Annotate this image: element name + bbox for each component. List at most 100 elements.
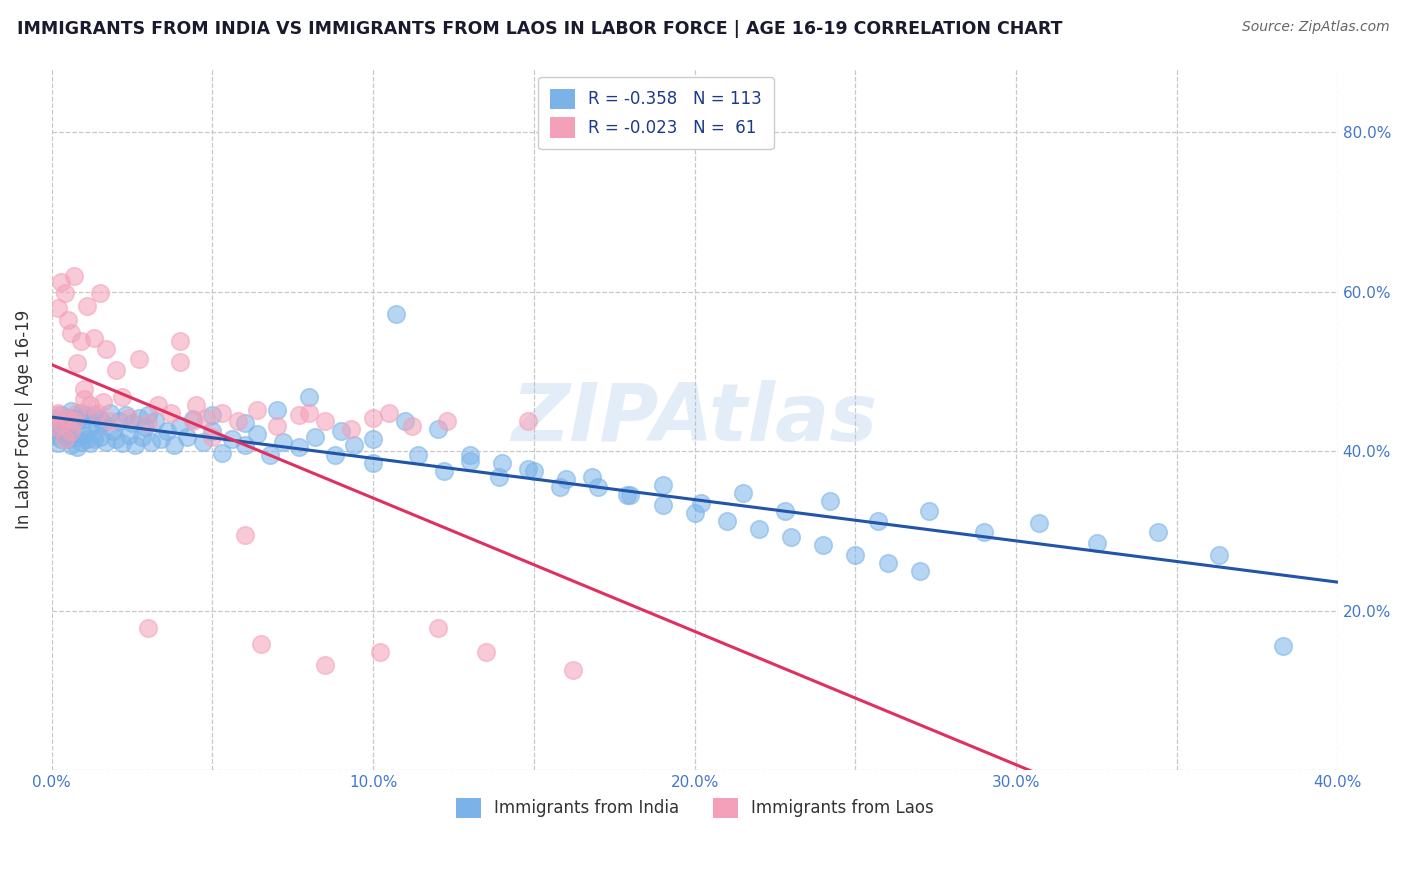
Point xyxy=(1146,525,1168,540)
Point xyxy=(44,416,66,430)
Point xyxy=(731,485,754,500)
Point xyxy=(436,414,458,428)
Text: IMMIGRANTS FROM INDIA VS IMMIGRANTS FROM LAOS IN LABOR FORCE | AGE 16-19 CORRELA: IMMIGRANTS FROM INDIA VS IMMIGRANTS FROM… xyxy=(17,20,1063,37)
Point xyxy=(581,469,603,483)
Point xyxy=(101,424,124,438)
Point xyxy=(136,416,159,430)
Point xyxy=(523,464,546,478)
Point xyxy=(69,406,91,420)
Point xyxy=(46,436,69,450)
Point xyxy=(79,420,101,434)
Point xyxy=(134,420,156,434)
Point xyxy=(121,416,143,430)
Point xyxy=(79,398,101,412)
Point xyxy=(73,412,96,426)
Text: ZIPAtlas: ZIPAtlas xyxy=(512,380,877,458)
Point xyxy=(136,409,159,423)
Point xyxy=(86,418,108,433)
Point xyxy=(548,480,571,494)
Point xyxy=(60,424,83,438)
Point xyxy=(458,453,481,467)
Point xyxy=(361,432,384,446)
Point xyxy=(136,621,159,635)
Point xyxy=(908,564,931,578)
Point xyxy=(1085,536,1108,550)
Point xyxy=(96,434,118,449)
Point xyxy=(44,409,66,423)
Point xyxy=(426,422,449,436)
Point xyxy=(555,472,578,486)
Point xyxy=(56,412,79,426)
Point xyxy=(406,448,429,462)
Point xyxy=(141,434,163,449)
Point xyxy=(111,436,134,450)
Point xyxy=(259,448,281,462)
Point xyxy=(201,424,224,438)
Point xyxy=(60,438,83,452)
Point xyxy=(458,448,481,462)
Point xyxy=(288,440,311,454)
Point xyxy=(246,426,269,441)
Legend: Immigrants from India, Immigrants from Laos: Immigrants from India, Immigrants from L… xyxy=(449,791,941,825)
Point xyxy=(53,426,76,441)
Point xyxy=(426,621,449,635)
Point xyxy=(368,645,391,659)
Point xyxy=(56,410,79,425)
Point xyxy=(83,331,105,345)
Point xyxy=(488,469,510,483)
Point xyxy=(83,432,105,446)
Point xyxy=(651,477,673,491)
Point xyxy=(780,530,803,544)
Point xyxy=(973,525,995,540)
Point xyxy=(60,416,83,430)
Point xyxy=(56,432,79,446)
Y-axis label: In Labor Force | Age 16-19: In Labor Force | Age 16-19 xyxy=(15,310,32,529)
Point xyxy=(111,390,134,404)
Point xyxy=(98,406,121,420)
Point xyxy=(131,430,153,444)
Point xyxy=(233,416,256,430)
Point xyxy=(96,342,118,356)
Point xyxy=(73,382,96,396)
Point xyxy=(79,436,101,450)
Point xyxy=(169,355,191,369)
Point xyxy=(818,493,841,508)
Point xyxy=(314,414,336,428)
Point xyxy=(60,326,83,341)
Point xyxy=(221,432,243,446)
Point xyxy=(226,414,249,428)
Point xyxy=(76,409,98,423)
Point xyxy=(314,657,336,672)
Point xyxy=(98,414,121,428)
Point xyxy=(304,430,326,444)
Point xyxy=(63,430,86,444)
Point xyxy=(66,440,89,454)
Point xyxy=(266,418,288,433)
Point xyxy=(69,334,91,348)
Point xyxy=(63,268,86,283)
Point xyxy=(66,414,89,428)
Point xyxy=(844,548,866,562)
Point xyxy=(63,414,86,428)
Point xyxy=(586,480,609,494)
Point xyxy=(491,456,513,470)
Point xyxy=(89,286,111,301)
Point xyxy=(384,307,406,321)
Point xyxy=(56,420,79,434)
Point xyxy=(51,275,73,289)
Point xyxy=(150,432,173,446)
Point xyxy=(53,414,76,428)
Point xyxy=(271,434,294,449)
Point xyxy=(191,434,214,449)
Point xyxy=(73,428,96,442)
Point xyxy=(83,409,105,423)
Point xyxy=(91,416,114,430)
Point xyxy=(323,448,346,462)
Point xyxy=(266,402,288,417)
Point xyxy=(716,514,738,528)
Point xyxy=(53,286,76,301)
Point xyxy=(201,409,224,423)
Point xyxy=(516,414,538,428)
Point xyxy=(361,456,384,470)
Point xyxy=(474,645,496,659)
